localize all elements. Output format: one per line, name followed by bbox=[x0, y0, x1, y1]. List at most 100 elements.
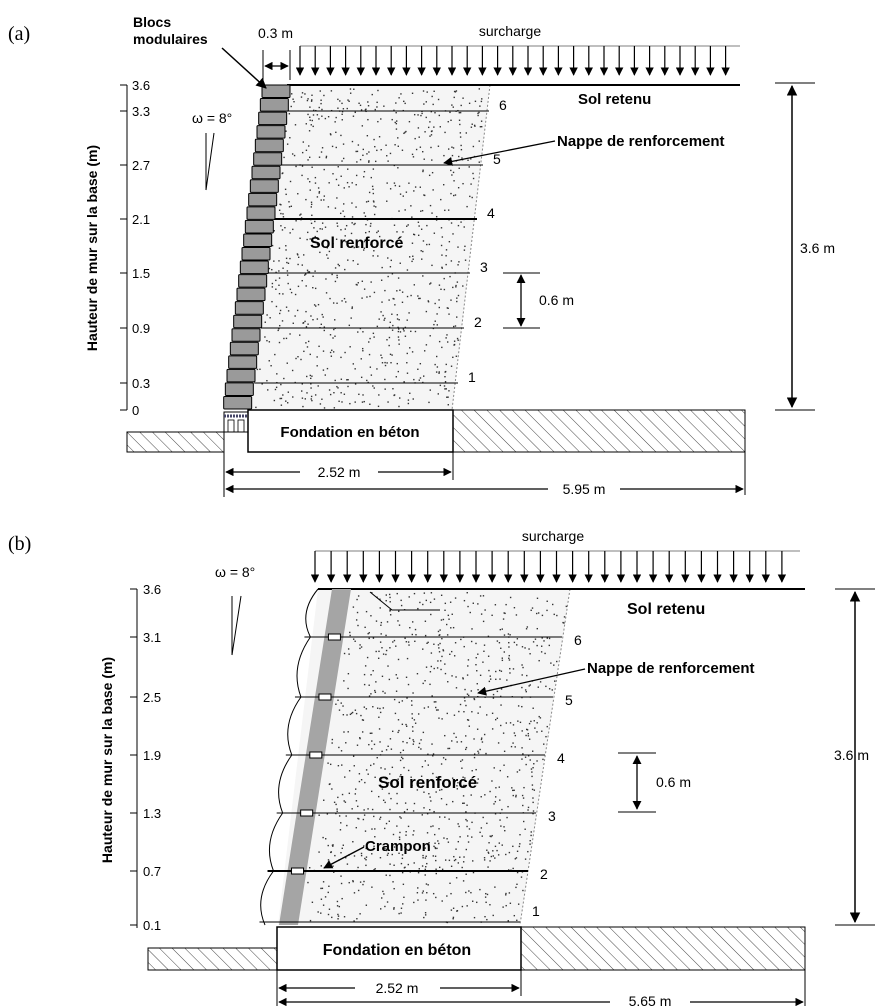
panel-b-ground-right bbox=[520, 926, 806, 971]
panel-a-y-tick: 1.5 bbox=[132, 266, 150, 281]
panel-b-spacing-dim bbox=[618, 752, 656, 813]
panel-b-crampon bbox=[327, 633, 341, 641]
panel-b-retained-soil-label: Sol retenu bbox=[627, 601, 705, 618]
panel-a-block bbox=[261, 84, 291, 99]
panel-a-block bbox=[231, 328, 261, 342]
panel-b-layer-number: 5 bbox=[565, 692, 573, 708]
panel-b-layer-number: 2 bbox=[540, 866, 548, 882]
panel-a-block bbox=[233, 314, 263, 329]
panel-a-blocks-leader bbox=[221, 47, 267, 89]
panel-a-block bbox=[224, 382, 254, 396]
panel-b-layer-number: 6 bbox=[574, 632, 582, 648]
panel-a-reinforced-boundary bbox=[451, 84, 491, 411]
panel-b-y-tick: 1.3 bbox=[143, 806, 161, 821]
panel-b-height-label: 3.6 m bbox=[834, 747, 869, 763]
panel-a-surcharge-label: surcharge bbox=[479, 23, 541, 39]
panel-b-crampon-leader bbox=[323, 846, 365, 869]
panel-a-block bbox=[244, 219, 274, 234]
panel-a: (a) 3.6 3.3 2.7 2.1 1.5 0.9 0.3 0 Hauteur de mu… bbox=[8, 14, 835, 497]
panel-b-surcharge-arrows bbox=[310, 550, 800, 583]
panel-a-retained-soil-label: Sol retenu bbox=[578, 91, 651, 108]
panel-a-y-tick: 0.9 bbox=[132, 321, 150, 336]
panel-b-reinforcement-layers: 1 2 3 4 5 6 bbox=[259, 632, 582, 923]
panel-a-block bbox=[234, 301, 264, 315]
panel-a-block bbox=[249, 179, 279, 193]
panel-b-y-tick: 0.7 bbox=[143, 864, 161, 879]
panel-a-ground-left bbox=[126, 431, 225, 453]
panel-a-height-dim bbox=[775, 82, 815, 411]
panel-b-omega: ω = 8° bbox=[215, 564, 255, 580]
panel-a-block bbox=[258, 111, 288, 126]
panel-b-y-tick: 0.1 bbox=[143, 918, 161, 933]
panel-a-reinforcement-layers: 1 2 3 4 5 6 bbox=[254, 97, 507, 385]
panel-a-reinforced-soil-zone bbox=[248, 85, 490, 410]
panel-b-crampon bbox=[318, 693, 332, 701]
panel-b-layer-number: 1 bbox=[532, 903, 540, 919]
panel-a-y-axis: 3.6 3.3 2.7 2.1 1.5 0.9 0.3 0 Hauteur de mur su… bbox=[84, 78, 150, 418]
panel-a-block bbox=[226, 368, 256, 383]
panel-a-spacing-label: 0.6 m bbox=[539, 292, 574, 308]
panel-a-y-tick: 0 bbox=[132, 403, 139, 418]
panel-b-surcharge-label: surcharge bbox=[522, 528, 584, 544]
panel-b: (b) 3.6 3.1 2.5 1.9 1.3 0.7 0.1 Hauteur de mur… bbox=[8, 528, 875, 1008]
panel-b-spacing-label: 0.6 m bbox=[656, 774, 691, 790]
panel-b-length-dims bbox=[276, 970, 806, 1007]
panel-a-y-tick: 2.1 bbox=[132, 212, 150, 227]
panel-b-y-axis-label: Hauteur de mur sur la base (m) bbox=[99, 657, 115, 863]
panel-b-label: (b) bbox=[8, 533, 31, 555]
panel-b-reinforced-soil-zone bbox=[278, 589, 570, 925]
panel-a-block bbox=[238, 274, 268, 288]
panel-a-omega: ω = 8° bbox=[192, 110, 232, 126]
panel-a-block bbox=[256, 125, 286, 139]
panel-b-top-leader bbox=[369, 591, 393, 611]
panel-a-block bbox=[254, 138, 284, 153]
panel-a-block bbox=[241, 247, 271, 261]
panel-a-height-label: 3.6 m bbox=[800, 240, 835, 256]
panel-b-y-tick: 2.5 bbox=[143, 690, 161, 705]
panel-a-block bbox=[243, 233, 273, 247]
panel-a-foundation bbox=[247, 409, 454, 453]
panel-a-label: (a) bbox=[8, 23, 30, 45]
panel-a-layer-number: 4 bbox=[487, 205, 495, 221]
panel-a-block bbox=[259, 98, 289, 112]
panel-a-block bbox=[253, 152, 283, 166]
panel-b-y-tick: 3.1 bbox=[143, 630, 161, 645]
panel-a-layer-number: 6 bbox=[499, 97, 507, 113]
panel-b-y-tick: 1.9 bbox=[143, 748, 161, 763]
panel-a-blocks-label-1: Blocs bbox=[133, 14, 171, 30]
panel-a-block bbox=[246, 206, 276, 220]
panel-b-reinforcement-leader bbox=[477, 668, 586, 696]
panel-a-length-total: 5.95 m bbox=[563, 481, 606, 497]
panel-a-soil-texture bbox=[255, 88, 483, 409]
panel-b-reinforcement-label: Nappe de renforcement bbox=[587, 660, 755, 677]
panel-a-blocks-label-2: modulaires bbox=[133, 31, 208, 47]
panel-a-layer-number: 2 bbox=[474, 314, 482, 330]
panel-a-length-dims bbox=[223, 432, 746, 497]
panel-b-omega-angle-icon bbox=[231, 595, 242, 656]
panel-b-crampon bbox=[291, 867, 305, 875]
panel-a-block bbox=[251, 165, 281, 180]
panel-a-layer-number: 3 bbox=[480, 259, 488, 275]
panel-a-length-reinf: 2.52 m bbox=[318, 464, 361, 480]
panel-a-leveling-pad bbox=[223, 411, 249, 433]
panel-b-length-reinf: 2.52 m bbox=[376, 980, 419, 996]
panel-b-foundation-label: Fondation en béton bbox=[323, 942, 471, 959]
panel-a-reinforcement-leader bbox=[443, 140, 556, 166]
panel-b-foundation bbox=[276, 926, 522, 971]
panel-a-spacing-dim bbox=[503, 272, 540, 329]
panel-a-y-tick: 2.7 bbox=[132, 158, 150, 173]
panel-b-layer-number: 4 bbox=[557, 750, 565, 766]
panel-a-foundation-label: Fondation en béton bbox=[280, 424, 419, 441]
panel-a-top-width: 0.3 m bbox=[258, 25, 293, 41]
panel-a-layer-number: 5 bbox=[493, 151, 501, 167]
panel-a-omega-angle-icon bbox=[205, 132, 215, 191]
panel-a-y-axis-label: Hauteur de mur sur la base (m) bbox=[84, 145, 100, 351]
panel-b-crampon-label: Crampon bbox=[365, 838, 431, 855]
panel-a-reinforced-soil-label: Sol renforcé bbox=[310, 235, 403, 252]
panel-a-y-tick: 0.3 bbox=[132, 376, 150, 391]
panel-a-block bbox=[228, 355, 258, 369]
panel-b-length-total: 5.65 m bbox=[629, 993, 672, 1008]
panel-b-reinforced-boundary bbox=[519, 588, 571, 926]
panel-a-block bbox=[223, 395, 253, 410]
